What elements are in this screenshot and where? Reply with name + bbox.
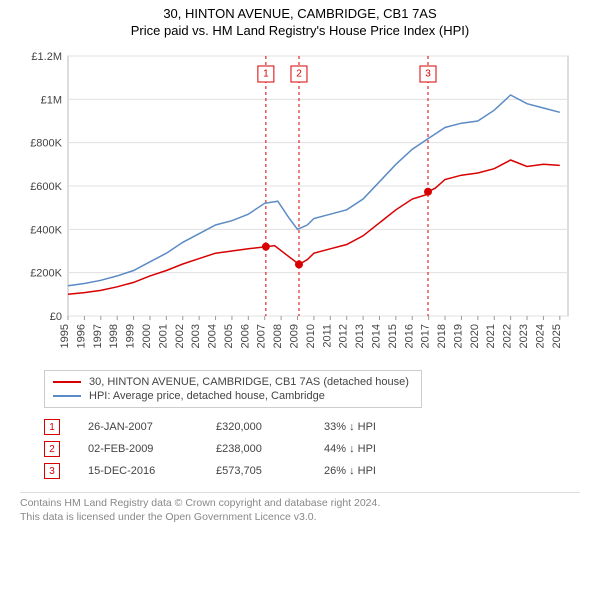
svg-text:2022: 2022: [502, 324, 514, 348]
svg-text:2000: 2000: [141, 324, 153, 348]
svg-text:2012: 2012: [338, 324, 350, 348]
sale-marker-box: 1: [44, 419, 60, 435]
svg-text:2002: 2002: [174, 324, 186, 348]
svg-text:£600K: £600K: [30, 181, 62, 193]
sale-date: 15-DEC-2016: [88, 465, 188, 477]
svg-text:2011: 2011: [321, 324, 333, 348]
svg-text:1998: 1998: [108, 324, 120, 348]
svg-text:2014: 2014: [370, 324, 382, 348]
svg-text:2007: 2007: [256, 324, 268, 348]
page-title: 30, HINTON AVENUE, CAMBRIDGE, CB1 7AS: [0, 6, 600, 21]
legend-label: HPI: Average price, detached house, Camb…: [89, 390, 325, 402]
sale-date: 26-JAN-2007: [88, 421, 188, 433]
legend: 30, HINTON AVENUE, CAMBRIDGE, CB1 7AS (d…: [44, 370, 422, 408]
svg-text:2003: 2003: [190, 324, 202, 348]
svg-text:£800K: £800K: [30, 138, 62, 150]
svg-text:2: 2: [296, 69, 302, 80]
svg-text:1999: 1999: [125, 324, 137, 348]
sale-row: 1 26-JAN-2007 £320,000 33% ↓ HPI: [44, 416, 580, 438]
sale-diff: 33% ↓ HPI: [324, 421, 376, 433]
svg-text:2016: 2016: [403, 324, 415, 348]
svg-text:2023: 2023: [518, 324, 530, 348]
sale-diff: 26% ↓ HPI: [324, 465, 376, 477]
footer-attribution: Contains HM Land Registry data © Crown c…: [20, 492, 580, 524]
svg-text:2017: 2017: [420, 324, 432, 348]
sale-price: £573,705: [216, 465, 296, 477]
sale-row: 3 15-DEC-2016 £573,705 26% ↓ HPI: [44, 460, 580, 482]
svg-text:2018: 2018: [436, 324, 448, 348]
footer-line-2: This data is licensed under the Open Gov…: [20, 511, 580, 525]
sale-date: 02-FEB-2009: [88, 443, 188, 455]
sale-marker-box: 3: [44, 463, 60, 479]
svg-text:2015: 2015: [387, 324, 399, 348]
chart-area: £0 £200K £400K £600K £800K £1M £1.2M 1995 1996 19…: [20, 44, 580, 364]
svg-text:2019: 2019: [452, 324, 464, 348]
sales-table: 1 26-JAN-2007 £320,000 33% ↓ HPI 2 02-FEB-200…: [44, 416, 580, 482]
legend-label: 30, HINTON AVENUE, CAMBRIDGE, CB1 7AS (d…: [89, 376, 409, 388]
svg-text:£1M: £1M: [41, 94, 62, 106]
svg-text:2020: 2020: [469, 324, 481, 348]
svg-text:3: 3: [425, 69, 431, 80]
title-block: 30, HINTON AVENUE, CAMBRIDGE, CB1 7AS Pr…: [0, 0, 600, 40]
sale-marker-box: 2: [44, 441, 60, 457]
legend-item: 30, HINTON AVENUE, CAMBRIDGE, CB1 7AS (d…: [53, 375, 413, 389]
svg-text:2005: 2005: [223, 324, 235, 348]
svg-text:2008: 2008: [272, 324, 284, 348]
svg-text:2010: 2010: [305, 324, 317, 348]
svg-text:1: 1: [263, 69, 269, 80]
svg-text:2006: 2006: [239, 324, 251, 348]
svg-text:2001: 2001: [157, 324, 169, 348]
line-chart: £0 £200K £400K £600K £800K £1M £1.2M 1995 1996 19…: [20, 44, 580, 364]
sale-price: £238,000: [216, 443, 296, 455]
svg-text:£1.2M: £1.2M: [31, 51, 62, 63]
svg-text:2009: 2009: [289, 324, 301, 348]
svg-text:£0: £0: [50, 311, 62, 323]
svg-text:1996: 1996: [75, 324, 87, 348]
sale-row: 2 02-FEB-2009 £238,000 44% ↓ HPI: [44, 438, 580, 460]
footer-line-1: Contains HM Land Registry data © Crown c…: [20, 497, 580, 511]
svg-text:2004: 2004: [207, 324, 219, 348]
sale-price: £320,000: [216, 421, 296, 433]
svg-text:2021: 2021: [485, 324, 497, 348]
svg-text:2025: 2025: [551, 324, 563, 348]
svg-text:2013: 2013: [354, 324, 366, 348]
svg-text:2024: 2024: [534, 324, 546, 348]
sale-diff: 44% ↓ HPI: [324, 443, 376, 455]
svg-text:1995: 1995: [59, 324, 71, 348]
legend-swatch: [53, 381, 81, 383]
svg-text:£400K: £400K: [30, 224, 62, 236]
legend-item: HPI: Average price, detached house, Camb…: [53, 389, 413, 403]
page-subtitle: Price paid vs. HM Land Registry's House …: [0, 23, 600, 38]
legend-swatch: [53, 395, 81, 397]
svg-text:1997: 1997: [92, 324, 104, 348]
svg-text:£200K: £200K: [30, 268, 62, 280]
